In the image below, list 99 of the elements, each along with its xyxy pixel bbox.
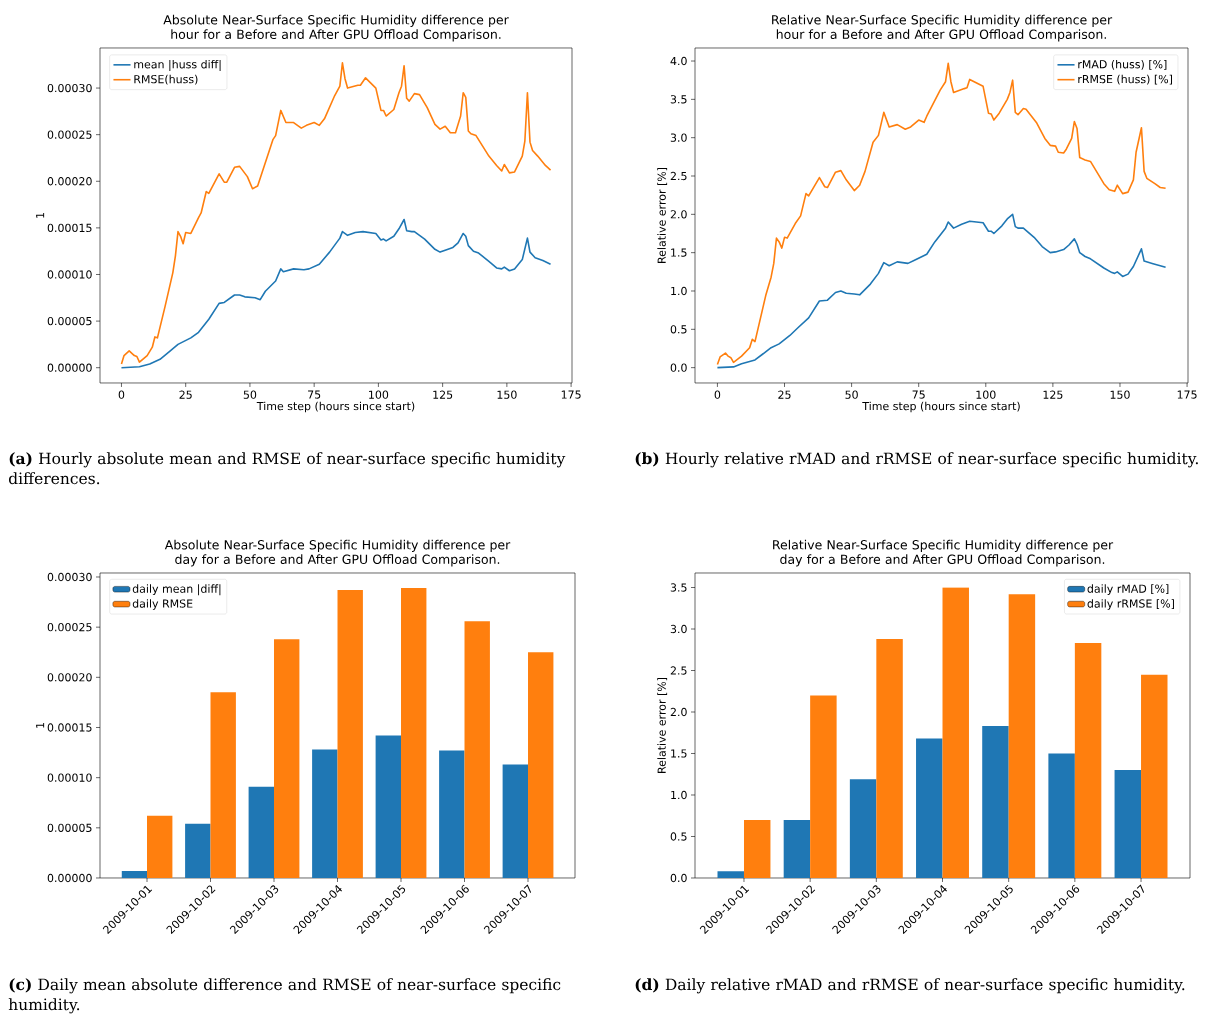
bar bbox=[375, 735, 402, 878]
bar bbox=[248, 786, 275, 878]
y-axis-title: Relative error [%] bbox=[657, 677, 668, 773]
x-tick-label: 25 bbox=[179, 390, 192, 399]
y-tick-label: 3.0 bbox=[670, 624, 687, 634]
y-tick-label: 1.5 bbox=[671, 248, 687, 257]
bar bbox=[1008, 594, 1036, 878]
x-tick-label: 175 bbox=[1177, 390, 1197, 399]
bar bbox=[528, 652, 554, 878]
legend-label: daily RMSE bbox=[132, 599, 193, 610]
legend-label: daily rRMSE [%] bbox=[1087, 599, 1174, 610]
chart-title: Absolute Near-Surface Specific Humidity difference per hour for a Before and After GPU Offload Comparison. bbox=[163, 14, 509, 42]
y-tick-label: 0.00025 bbox=[47, 130, 92, 139]
y-tick-label: 3.0 bbox=[670, 133, 687, 142]
x-tick-label: 0 bbox=[118, 390, 125, 399]
x-tick-label: 125 bbox=[433, 390, 453, 399]
bar bbox=[185, 823, 211, 878]
y-tick-label: 0.00020 bbox=[47, 177, 92, 186]
y-tick-label: 0.00010 bbox=[47, 773, 92, 782]
y-tick-label: 3.5 bbox=[670, 583, 687, 592]
bar bbox=[502, 764, 529, 878]
y-tick-label: 1.0 bbox=[671, 790, 687, 800]
x-tick-label: 75 bbox=[912, 390, 925, 399]
x-tick-label: 0 bbox=[714, 390, 721, 399]
y-tick-label: 2.5 bbox=[670, 666, 687, 675]
y-tick-label: 2.0 bbox=[670, 210, 687, 219]
y-tick-label: 0.00020 bbox=[47, 673, 92, 682]
chart-title: Absolute Near-Surface Specific Humidity difference per day for a Before and After GPU Offload Comparison. bbox=[164, 539, 511, 567]
text: (c) Daily mean absolute difference and RMSE of near-surface specific humidity. bbox=[8, 978, 561, 1014]
x-tick-label: 150 bbox=[497, 390, 517, 399]
y-tick-label: 3.5 bbox=[670, 95, 687, 104]
bar bbox=[810, 695, 837, 878]
bar bbox=[1114, 770, 1142, 878]
y-axis-title: 1 bbox=[36, 723, 45, 728]
y-tick-label: 0.00015 bbox=[47, 723, 92, 732]
bar bbox=[464, 621, 490, 878]
x-tick-label: 75 bbox=[308, 390, 321, 399]
y-tick-label: 4.0 bbox=[670, 56, 687, 66]
bar bbox=[1074, 643, 1102, 878]
x-tick-label: 25 bbox=[778, 390, 791, 399]
y-tick-label: 0.5 bbox=[670, 832, 687, 841]
x-tick-label: 100 bbox=[369, 390, 389, 399]
y-tick-label: 1.0 bbox=[671, 286, 687, 296]
bar bbox=[982, 726, 1009, 878]
y-tick-label: 0.0 bbox=[670, 873, 687, 883]
bar bbox=[312, 749, 338, 878]
y-tick-label: 0.00015 bbox=[47, 223, 92, 233]
y-tick-label: 0.00000 bbox=[47, 873, 92, 883]
bar bbox=[274, 639, 300, 878]
line-series bbox=[716, 213, 1167, 369]
bar bbox=[876, 638, 903, 878]
bar bbox=[783, 819, 811, 878]
y-axis-title: 1 bbox=[36, 213, 45, 218]
bar bbox=[337, 590, 363, 878]
x-axis-title: Time step (hours since start) bbox=[256, 401, 415, 413]
legend-label: daily rMAD [%] bbox=[1087, 584, 1169, 595]
y-tick-label: 0.00030 bbox=[47, 83, 92, 93]
bar bbox=[121, 870, 147, 878]
chart-title: Relative Near-Surface Specific Humidity difference per day for a Before and After GPU Offload Comparison. bbox=[773, 539, 1114, 567]
y-tick-label: 2.0 bbox=[670, 707, 687, 717]
y-tick-label: 0.00010 bbox=[47, 270, 92, 279]
bar bbox=[1141, 674, 1168, 878]
bar bbox=[916, 738, 943, 878]
bar bbox=[717, 871, 744, 878]
legend-label: rMAD (huss) [%] bbox=[1078, 59, 1167, 70]
x-tick-label: 150 bbox=[1110, 390, 1130, 399]
bar bbox=[849, 779, 877, 878]
y-tick-label: 0.00025 bbox=[47, 623, 92, 632]
y-tick-label: 0.00030 bbox=[47, 572, 92, 582]
text: (d) Daily relative rMAD and rRMSE of near-surface specific humidity. bbox=[635, 978, 1185, 994]
legend-label: daily mean |diff| bbox=[132, 584, 221, 596]
bar bbox=[743, 819, 771, 878]
x-tick-label: 175 bbox=[561, 390, 581, 399]
bar bbox=[942, 587, 969, 878]
y-tick-label: 0.00000 bbox=[47, 363, 92, 372]
y-tick-label: 1.5 bbox=[671, 749, 687, 758]
x-axis-title: Time step (hours since start) bbox=[862, 401, 1020, 413]
legend-label: mean |huss diff| bbox=[134, 59, 221, 71]
bar bbox=[1048, 753, 1075, 878]
y-axis-title: Relative error [%] bbox=[657, 167, 668, 263]
bar bbox=[147, 815, 173, 878]
x-tick-label: 50 bbox=[845, 390, 858, 399]
bar bbox=[401, 588, 427, 878]
y-tick-label: 0.5 bbox=[670, 325, 687, 334]
text: (a) Hourly absolute mean and RMSE of near-surface specific humidity differences. bbox=[8, 452, 566, 485]
x-tick-label: 100 bbox=[976, 390, 996, 399]
y-tick-label: 2.5 bbox=[670, 171, 687, 181]
line-series bbox=[120, 218, 552, 369]
legend-label: RMSE(huss) bbox=[134, 74, 198, 85]
x-tick-label: 125 bbox=[1043, 390, 1063, 399]
bar bbox=[210, 692, 236, 878]
x-tick-label: 50 bbox=[243, 390, 257, 399]
y-tick-label: 0.0 bbox=[670, 363, 687, 372]
y-tick-label: 0.00005 bbox=[47, 316, 92, 326]
bar bbox=[439, 750, 465, 878]
text: (b) Hourly relative rMAD and rRMSE of near-surface specific humidity. bbox=[635, 452, 1198, 468]
y-tick-label: 0.00005 bbox=[47, 823, 92, 832]
chart-title: Relative Near-Surface Specific Humidity difference per hour for a Before and After GPU Offload Comparison. bbox=[772, 14, 1113, 42]
legend-label: rRMSE (huss) [%] bbox=[1078, 74, 1172, 85]
